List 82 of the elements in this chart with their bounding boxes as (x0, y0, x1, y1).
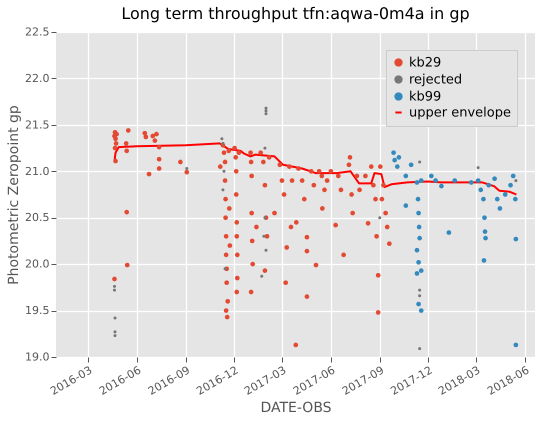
point (260, 274, 264, 278)
point (416, 210, 421, 216)
point (478, 188, 484, 192)
x-axis-title: DATE-OBS (260, 400, 332, 416)
y-tick-label: 20.5 (25, 211, 50, 224)
point (452, 178, 458, 183)
y-tick-label: 22.0 (25, 72, 50, 85)
point (486, 182, 492, 188)
y-axis-title: Photometric Zeropoint gp (6, 105, 22, 285)
point (263, 146, 266, 150)
point (414, 271, 420, 276)
point (414, 248, 420, 253)
point (264, 248, 268, 252)
point (391, 150, 396, 156)
point (418, 160, 422, 164)
point (262, 234, 266, 238)
point (482, 229, 488, 234)
point (112, 288, 116, 292)
y-tick-label: 19.0 (25, 350, 50, 364)
point (264, 112, 268, 116)
point (403, 203, 408, 208)
y-tick-label: 21.5 (25, 118, 50, 132)
point (416, 224, 422, 230)
point (514, 236, 518, 242)
point (221, 142, 224, 145)
legend-label: upper envelope (409, 106, 511, 120)
point (114, 330, 117, 334)
point (396, 155, 402, 160)
line-series (113, 142, 518, 196)
point (418, 178, 424, 183)
point (482, 258, 486, 263)
point (112, 284, 116, 288)
point (403, 174, 408, 178)
point (446, 230, 452, 235)
point (414, 180, 420, 185)
point (222, 170, 226, 173)
point (221, 188, 224, 192)
point (114, 316, 117, 320)
point (514, 179, 518, 182)
point (468, 180, 474, 185)
point (508, 182, 513, 188)
y-tick-label: 19.5 (25, 304, 50, 318)
point (416, 260, 421, 265)
point (514, 342, 518, 348)
point (418, 288, 422, 292)
point (476, 166, 480, 170)
legend-label: kb29 (409, 56, 442, 70)
y-tick-label: 21.0 (25, 164, 50, 178)
legend-label: rejected (409, 72, 462, 88)
point (408, 162, 414, 168)
point (378, 216, 382, 220)
y-tick-label: 20.0 (25, 258, 50, 271)
point (498, 206, 502, 211)
point (481, 196, 486, 202)
point (428, 174, 434, 178)
point (394, 164, 400, 169)
legend-label: kb99 (409, 90, 442, 104)
point (264, 109, 268, 112)
point (476, 178, 480, 183)
point (392, 158, 397, 162)
point (264, 106, 268, 110)
point (416, 196, 420, 202)
point (114, 334, 117, 338)
point (512, 196, 518, 202)
point (418, 347, 422, 350)
point (433, 178, 438, 183)
chart-title: Long term throughput tfn:aqwa-0m4a in gp (121, 4, 470, 23)
point (502, 192, 508, 197)
point (418, 268, 424, 273)
point (418, 308, 424, 313)
point (492, 176, 497, 182)
point (482, 215, 487, 220)
point (494, 196, 500, 202)
point (439, 184, 444, 188)
point (220, 137, 224, 140)
point (483, 236, 488, 240)
point (185, 167, 188, 170)
y-tick-label: 22.5 (25, 26, 50, 38)
point (416, 302, 421, 306)
point (510, 174, 516, 178)
point (417, 236, 422, 240)
point (418, 294, 422, 298)
